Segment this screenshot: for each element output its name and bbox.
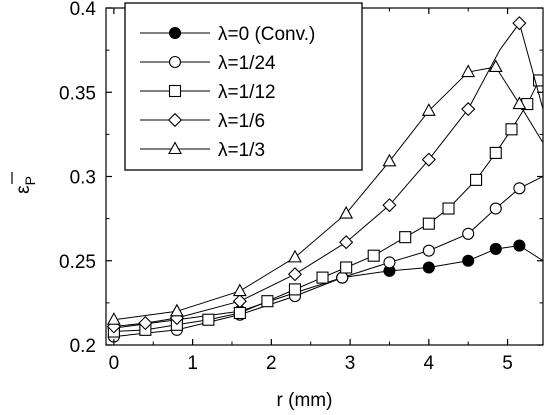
series-3-marker-4	[287, 267, 303, 282]
series-4-marker-6	[421, 103, 436, 116]
series-4-marker-8	[488, 59, 503, 73]
legend-item-4: λ=1/3	[140, 140, 265, 161]
y-tick-label-1: 0.25	[59, 252, 96, 273]
y-tick-label-0: 0.2	[70, 336, 96, 357]
series-1-marker-9	[513, 182, 526, 195]
y-axis-label-main: ε	[13, 185, 34, 194]
series-0-marker-9	[513, 239, 526, 252]
series-0-marker-8	[489, 242, 502, 256]
series-3-marker-6	[382, 198, 397, 213]
series-4-marker-9	[512, 96, 527, 110]
series-1-marker-7	[462, 227, 475, 240]
legend-0-marker-0	[168, 26, 182, 40]
series-4-marker-5	[382, 153, 397, 167]
legend-4-marker-0	[168, 141, 182, 155]
series-3-marker-1	[138, 316, 153, 331]
series-2-marker-10	[399, 231, 412, 244]
legend-item-0: λ=0 (Conv.)	[140, 24, 315, 45]
axes-layer: 0 1 2 3 4 5 0.2 0.25 0.3 0.35 0.4 r (mm) εP	[11, 0, 544, 411]
series-2-marker-4	[233, 306, 246, 320]
x-axis-label: r (mm)	[277, 390, 333, 411]
series-2-marker-3	[202, 313, 215, 326]
series-3-marker-7	[421, 152, 436, 167]
series-2-marker-13	[470, 173, 483, 186]
y-tick-label-2: 0.3	[70, 168, 96, 189]
series-layer	[106, 16, 543, 343]
legend-label-0: λ=0 (Conv.)	[218, 24, 315, 45]
series-2-marker-17	[533, 74, 543, 87]
series-2-marker-5	[261, 295, 274, 308]
x-tick-label-4: 4	[424, 353, 435, 374]
series-2-marker-14	[489, 146, 502, 159]
series-4-marker-7	[461, 64, 476, 78]
legend-label-4: λ=1/3	[218, 140, 265, 161]
legend-item-3: λ=1/6	[140, 111, 265, 132]
series-4-marker-4	[339, 205, 354, 219]
y-axis-label: εP	[13, 176, 38, 194]
legend-item-2: λ=1/12	[140, 82, 276, 103]
legend-3-marker-0	[167, 112, 183, 128]
series-1-marker-8	[489, 202, 502, 215]
series-3-marker-9	[512, 16, 527, 31]
series-0-marker-7	[462, 254, 475, 267]
legend-box	[124, 2, 363, 171]
series-2-marker-7	[316, 271, 329, 284]
legend-label-3: λ=1/6	[218, 111, 265, 132]
series-3-marker-3	[232, 294, 247, 309]
x-tick-label-3: 3	[345, 353, 356, 374]
x-tick-label-1: 1	[187, 353, 198, 374]
legend-item-1: λ=1/24	[140, 53, 276, 74]
y-tick-label-4: 0.4	[70, 0, 97, 20]
x-tick-label-0: 0	[109, 353, 120, 374]
series-2-marker-15	[505, 123, 518, 136]
series-3-marker-5	[339, 235, 354, 250]
legend-label-2: λ=1/12	[218, 82, 276, 103]
series-2-marker-11	[422, 217, 435, 230]
series-2-marker-9	[367, 249, 380, 262]
legend-label-1: λ=1/24	[218, 53, 276, 74]
series-1-marker-4	[336, 271, 349, 284]
y-axis-label-sub: P	[22, 176, 38, 185]
legend-1-marker-0	[168, 55, 182, 69]
x-tick-label-2: 2	[266, 353, 277, 374]
series-3-marker-8	[461, 102, 476, 117]
x-tick-label-5: 5	[502, 353, 513, 374]
y-tick-label-3: 0.35	[59, 83, 96, 104]
legend: λ=0 (Conv.) λ=1/24 λ=1/12 λ=1/6 λ=1/3	[124, 2, 363, 171]
series-2-marker-8	[340, 261, 353, 274]
series-4-marker-1	[169, 303, 184, 317]
series-4-marker-0	[106, 312, 121, 325]
series-2-marker-12	[442, 202, 455, 215]
series-4-marker-3	[288, 249, 302, 263]
series-4	[106, 59, 543, 325]
series-0-marker-6	[422, 261, 435, 274]
legend-2-marker-0	[168, 84, 182, 98]
series-4-marker-2	[232, 283, 247, 297]
series-1-marker-6	[422, 244, 435, 257]
series-2-marker-6	[288, 283, 302, 296]
series-1-marker-5	[383, 256, 396, 269]
